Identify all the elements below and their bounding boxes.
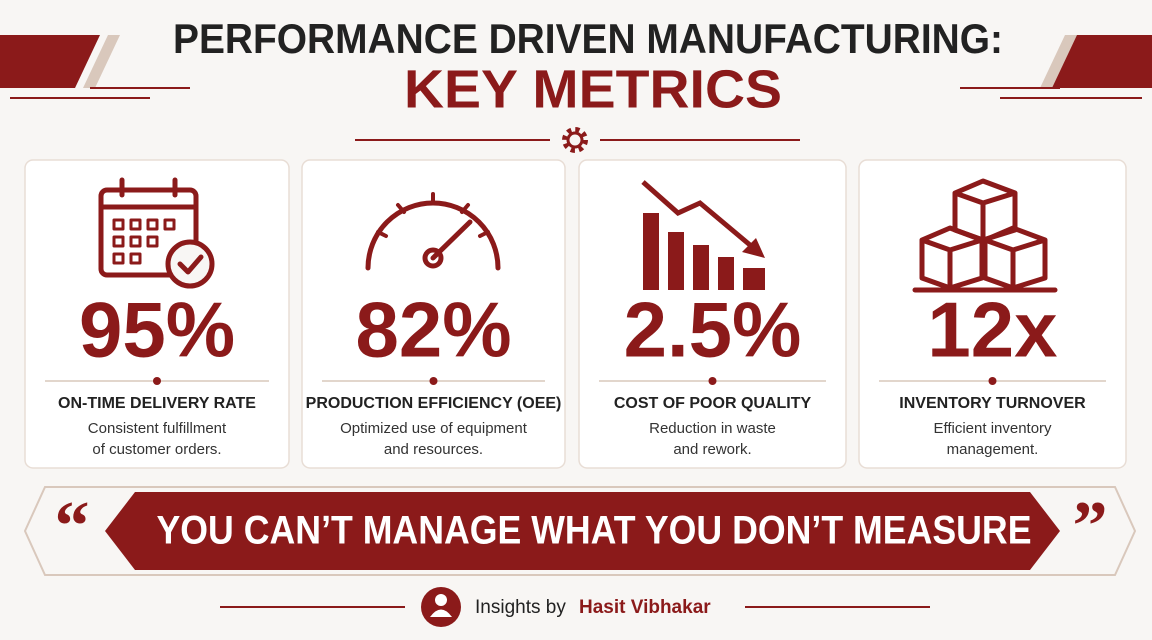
subtitle: KEY METRICS xyxy=(404,59,782,119)
metric-dot xyxy=(429,377,438,385)
metric-card xyxy=(24,159,290,469)
metric-label: ON-TIME DELIVERY RATE xyxy=(58,395,256,412)
quote-open: “ xyxy=(55,488,90,565)
metric-description: management. xyxy=(947,441,1039,458)
metric-description: of customer orders. xyxy=(92,441,221,458)
metric-description: Reduction in waste xyxy=(649,420,776,437)
metric-description: and rework. xyxy=(673,441,751,458)
metric-value: 82% xyxy=(355,286,511,374)
metric-value: 12x xyxy=(927,286,1057,374)
decor-right xyxy=(960,35,1152,99)
quote-close: ” xyxy=(1073,488,1108,565)
gear-divider xyxy=(355,127,800,153)
metric-description: Optimized use of equipment xyxy=(340,420,528,437)
metric-dot xyxy=(708,377,717,385)
title: PERFORMANCE DRIVEN MANUFACTURING: xyxy=(173,15,1003,62)
footer-prefix: Insights by xyxy=(475,597,566,618)
gauge-icon xyxy=(365,192,501,271)
metric-description: Efficient inventory xyxy=(933,420,1052,437)
footer-decor xyxy=(220,587,930,627)
metric-value: 2.5% xyxy=(624,286,802,374)
metric-value: 95% xyxy=(79,286,235,374)
metric-description: and resources. xyxy=(384,441,483,458)
cost-icon xyxy=(641,180,765,290)
metric-dot xyxy=(988,377,997,385)
metric-card xyxy=(301,159,566,469)
boxes-icon xyxy=(912,178,1058,293)
footer-author: Hasit Vibhakar xyxy=(579,597,711,618)
metric-label: PRODUCTION EFFICIENCY (OEE) xyxy=(306,395,562,412)
calendar-icon xyxy=(98,177,215,289)
quote-text: YOU CAN’T MANAGE WHAT YOU DON’T MEASURE xyxy=(157,509,1032,553)
metric-description: Consistent fulfillment xyxy=(88,420,227,437)
metric-dot xyxy=(153,377,161,385)
quote-banner xyxy=(23,486,1137,576)
decor-left xyxy=(0,35,190,99)
metric-label: INVENTORY TURNOVER xyxy=(899,395,1086,412)
metric-label: COST OF POOR QUALITY xyxy=(614,395,812,412)
